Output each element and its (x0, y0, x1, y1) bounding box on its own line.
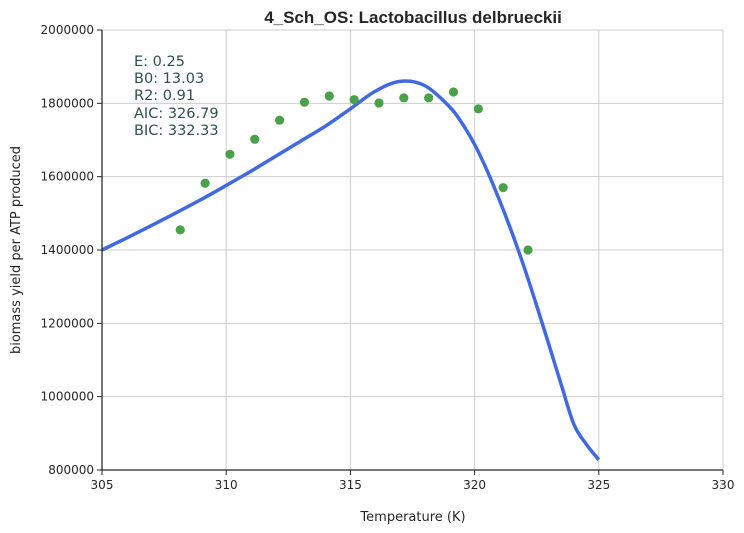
annotation-b0: B0: 13.03 (134, 71, 204, 87)
axes (97, 29, 724, 475)
fit-curve (101, 79, 601, 461)
data-point (275, 115, 285, 125)
data-point (349, 95, 359, 105)
x-tick-label: 330 (712, 478, 735, 492)
y-tick-label: 800000 (48, 463, 94, 477)
x-axis-label: Temperature (K) (359, 510, 465, 525)
y-tick-label: 1800000 (41, 96, 94, 110)
fit-statistics: E: 0.25 B0: 13.03 R2: 0.91 AIC: 326.79 B… (134, 54, 219, 139)
x-tick-label: 315 (339, 478, 362, 492)
data-point (175, 225, 185, 235)
tick-labels: 305 310 315 320 325 330 800000 1000000 1200000 14… (41, 23, 735, 492)
data-point (225, 149, 235, 159)
y-tick-label: 1400000 (41, 243, 94, 257)
data-point (473, 104, 483, 114)
x-tick-label: 310 (215, 478, 238, 492)
data-point (448, 87, 459, 97)
x-tick-label: 320 (463, 478, 486, 492)
annotation-bic: BIC: 332.33 (134, 123, 219, 139)
annotation-e: E: 0.25 (134, 54, 185, 70)
grid-lines (101, 29, 724, 471)
data-point (324, 91, 334, 101)
data-point (523, 245, 533, 255)
data-point (374, 98, 384, 108)
annotation-aic: AIC: 326.79 (134, 106, 219, 122)
data-point (250, 134, 260, 144)
x-tick-label: 325 (587, 478, 610, 492)
fit-curve-layer (101, 79, 601, 461)
y-tick-label: 1200000 (41, 316, 94, 330)
y-tick-label: 1000000 (41, 390, 94, 404)
y-tick-label: 2000000 (41, 23, 94, 37)
y-tick-label: 1600000 (41, 170, 94, 184)
data-point (200, 178, 210, 188)
y-axis-label: biomass yield per ATP produced (9, 146, 24, 354)
data-point (399, 93, 409, 103)
data-point (424, 93, 434, 103)
data-points-layer (175, 87, 533, 255)
data-point (299, 97, 310, 107)
annotation-r2: R2: 0.91 (134, 88, 195, 104)
x-tick-label: 305 (91, 478, 114, 492)
chart-title: 4_Sch_OS: Lactobacillus delbrueckii (264, 8, 562, 27)
data-point (498, 183, 508, 193)
